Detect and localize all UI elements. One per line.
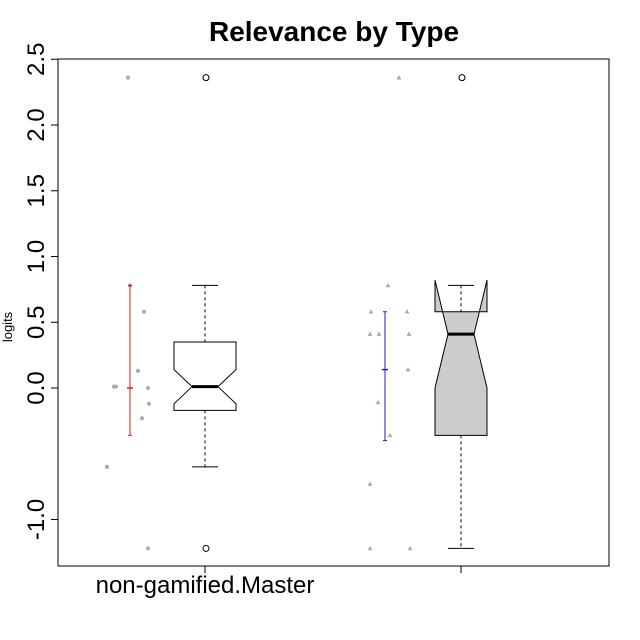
- data-point: [376, 331, 382, 336]
- y-tick-label: 2.5: [23, 43, 50, 76]
- data-point: [136, 368, 140, 373]
- y-tick-label: -1.0: [23, 499, 50, 540]
- data-point: [126, 75, 130, 80]
- data-point: [105, 464, 109, 469]
- data-point: [140, 416, 144, 421]
- x-axis: non-gamified.Master: [96, 566, 462, 599]
- y-tick-label: 1.5: [23, 174, 50, 207]
- data-point: [396, 75, 402, 80]
- y-tick-label: 0.0: [23, 371, 50, 404]
- y-axis-label: logits: [0, 311, 15, 342]
- data-point: [406, 331, 412, 336]
- data-point: [385, 282, 391, 288]
- data-point: [146, 546, 150, 551]
- outlier-point: [202, 74, 210, 82]
- data-point: [367, 481, 373, 486]
- data-point: [375, 399, 381, 405]
- data-point: [146, 386, 150, 390]
- data-point: [142, 309, 146, 314]
- data-point: [114, 384, 118, 389]
- outlier-point: [202, 544, 210, 552]
- x-tick-label: non-gamified.Master: [96, 572, 315, 599]
- data-point: [367, 331, 373, 336]
- data-point: [387, 432, 393, 438]
- box: [173, 341, 237, 411]
- chart-title: Relevance by Type: [209, 16, 459, 47]
- y-tick-label: 0.5: [23, 306, 50, 339]
- y-tick-label: 1.0: [23, 240, 50, 273]
- data-point: [404, 309, 410, 314]
- data-point: [405, 366, 411, 372]
- data-point: [407, 545, 413, 551]
- y-axis: 2.5 2.0 1.5 1.0 0.5 0.0 -1.0: [23, 43, 59, 540]
- plot-area: [105, 74, 488, 552]
- data-point: [367, 545, 373, 551]
- y-tick-label: 2.0: [23, 108, 50, 141]
- box: [434, 280, 488, 436]
- data-point: [147, 401, 151, 406]
- data-point: [368, 309, 374, 314]
- outlier-point: [458, 74, 466, 82]
